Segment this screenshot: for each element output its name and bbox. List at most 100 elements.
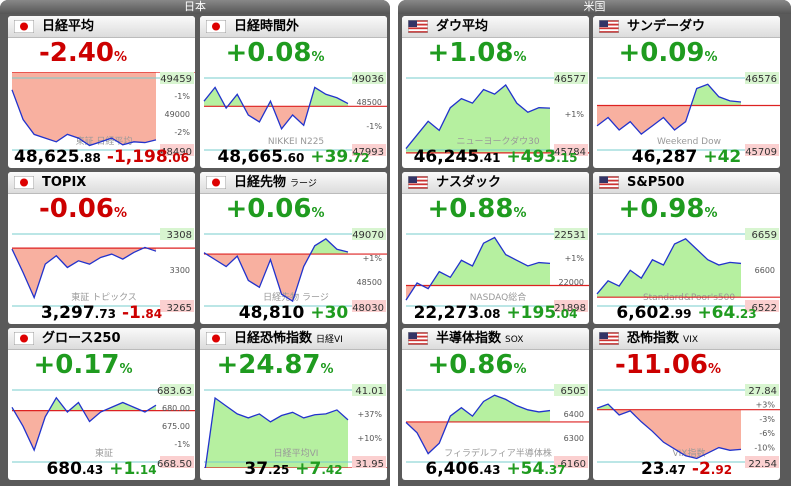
mid-label: 22000	[559, 278, 584, 287]
change: +0.86%	[402, 350, 552, 380]
change-value: +0.88	[427, 194, 514, 224]
low-label: 31.95	[355, 459, 384, 468]
flag-stripe	[408, 332, 428, 334]
price-int: 680	[46, 459, 82, 479]
price-int: 48,665	[217, 147, 284, 167]
diff-decimal: .15	[556, 151, 578, 165]
price-line	[405, 84, 551, 149]
low-label: 22.54	[748, 459, 777, 468]
name-sub: SOX	[505, 335, 524, 345]
flag	[408, 20, 428, 33]
change: -11.06%	[593, 350, 743, 380]
price-int: 48,810	[238, 303, 305, 323]
price-line	[405, 394, 551, 455]
name: 恐怖指数	[627, 331, 680, 346]
high-box	[554, 384, 588, 396]
change-value: +1.08	[427, 38, 514, 68]
area-down	[204, 106, 348, 129]
low-box	[352, 456, 386, 468]
name-sub: 日経VI	[316, 335, 343, 345]
chart: 東証 683.63 668.50 680.00 675.00 -1%	[11, 384, 195, 468]
flag-stripe	[599, 29, 619, 32]
diff: -1.84	[122, 303, 162, 323]
diff-decimal: .92	[710, 463, 733, 477]
watermark: 東証	[95, 447, 113, 459]
flag-sun	[20, 178, 28, 187]
low-label: 6522	[752, 303, 777, 312]
price-decimal: .60	[283, 151, 305, 165]
price-line	[596, 403, 742, 460]
price-decimal: .41	[479, 151, 501, 165]
widget-name: 日経先物 ラージ	[234, 172, 317, 195]
diff-decimal: .84	[140, 307, 163, 321]
price-int: 37	[244, 459, 269, 479]
chart: Standard&Poor's500 6659 6522 6600	[596, 228, 780, 312]
change: -0.06%	[8, 194, 158, 224]
low-box	[352, 300, 386, 312]
low-box	[745, 300, 779, 312]
high-box	[745, 384, 779, 396]
widget: S&P500 +0.98% Standard&Poor's500 6659 6522 66…	[593, 172, 780, 324]
mid-label: 6400	[564, 410, 584, 419]
low-box	[745, 144, 779, 156]
widget-header: 恐怖指数 VIX	[593, 328, 780, 350]
flag-stripe	[408, 337, 428, 340]
price: 6,406.43	[425, 459, 500, 479]
price-row: 680.43 +1.14	[8, 459, 195, 479]
price: 48,665.60	[217, 147, 304, 167]
name: S&P500	[627, 175, 685, 190]
name: グロース250	[42, 331, 121, 346]
chart: NIKKEI N225 49036 47993 48500 -1%	[203, 72, 387, 156]
price-row: 22,273.08 +195.04	[402, 303, 589, 323]
change: +0.17%	[8, 350, 158, 380]
price-line	[11, 396, 157, 452]
flag-stripe	[408, 183, 428, 186]
flag-stripe	[408, 179, 428, 182]
price-row: 46,245.41 +493.15	[402, 147, 589, 167]
flag	[14, 20, 34, 33]
widget-name: ナスダック	[436, 172, 501, 193]
mid-label: 48500	[357, 278, 382, 287]
mid-label: -1%	[174, 440, 190, 449]
widget-header: 日経先物 ラージ	[200, 172, 387, 194]
area-up	[406, 237, 550, 286]
widget: 日経平均 -2.40% 東証 日経平均 49459 48490 -1% 49000 -2% 48…	[8, 16, 195, 168]
flag-stripe	[408, 23, 428, 26]
watermark: ニューヨークダウ30	[456, 135, 539, 147]
widget-name: 恐怖指数 VIX	[627, 328, 698, 351]
flag-stripe	[599, 341, 619, 344]
high-label: 6505	[561, 386, 586, 397]
name: ナスダック	[436, 175, 502, 190]
change-unit: %	[320, 362, 334, 377]
flag-canton	[599, 332, 608, 339]
mid-label: +3%	[756, 400, 776, 409]
price: 6,602.99	[616, 303, 691, 323]
widget-header: 日経恐怖指数 日経VI	[200, 328, 387, 350]
price-line	[596, 237, 742, 295]
price: 23.47	[641, 459, 686, 479]
price-int: 23	[640, 459, 665, 479]
price: 22,273.08	[414, 303, 501, 323]
change: -2.40%	[8, 38, 158, 68]
high-label: 3308	[167, 230, 192, 241]
low-label: 48490	[160, 147, 192, 156]
low-box	[160, 456, 194, 468]
mid-label: -6%	[759, 429, 775, 438]
mid-label: 680.00	[162, 404, 190, 413]
high-label: 46577	[554, 74, 586, 85]
flag-stripe	[599, 177, 619, 180]
flag-stripe	[599, 332, 619, 334]
price-line	[11, 246, 157, 300]
low-box	[160, 144, 194, 156]
price-decimal: .08	[479, 307, 501, 321]
high-box	[745, 228, 779, 240]
area-down	[597, 409, 741, 459]
change-value: +0.09	[618, 38, 705, 68]
diff-int: +39	[310, 147, 349, 167]
diff: -1,198.06	[107, 147, 189, 167]
panel: 米国 ダウ平均 +1.08% ニューヨークダウ30 46577 45784 +1% 46,24…	[398, 0, 791, 486]
diff-int: -1,198	[106, 147, 168, 167]
widget: 日経時間外 +0.08% NIKKEI N225 49036 47993 48500 -1%…	[200, 16, 387, 168]
high-label: 49070	[352, 230, 384, 241]
